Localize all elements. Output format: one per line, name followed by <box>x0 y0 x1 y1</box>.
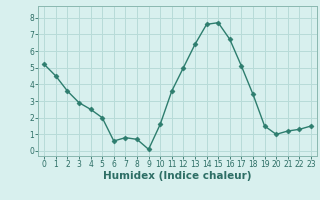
X-axis label: Humidex (Indice chaleur): Humidex (Indice chaleur) <box>103 171 252 181</box>
